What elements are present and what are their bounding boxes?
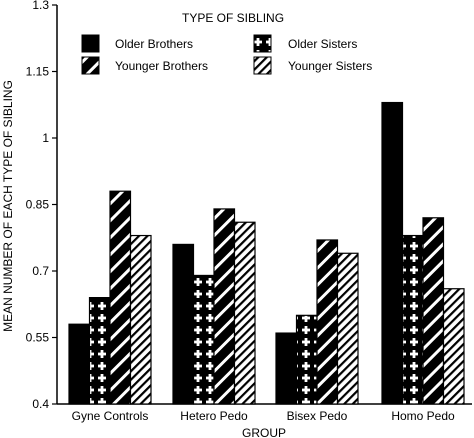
- legend: TYPE OF SIBLING Older Brothers Older Sist…: [81, 11, 372, 75]
- bar-older-brothers: [172, 243, 195, 405]
- bar-older-sisters: [88, 297, 111, 405]
- y-tick-label: 0.55: [26, 331, 50, 345]
- x-tick-label: Gyne Controls: [72, 409, 149, 423]
- bar-younger-brothers: [213, 208, 236, 405]
- legend-swatch: [253, 34, 272, 53]
- y-tick-label: 0.7: [32, 264, 49, 278]
- legend-swatch: [253, 56, 272, 75]
- x-tick-label: Hetero Pedo: [180, 409, 248, 423]
- bar-older-brothers: [68, 323, 91, 405]
- x-tick-label: Bisex Pedo: [287, 409, 348, 423]
- legend-label: Older Brothers: [115, 37, 193, 51]
- y-tick-label: 1.15: [26, 65, 50, 79]
- bar-older-sisters: [401, 234, 424, 405]
- x-axis-label: GROUP: [242, 426, 286, 438]
- bar-younger-brothers: [422, 217, 445, 405]
- y-ticks: 0.4 0.55 0.7 0.85 1 1.15 1.3: [26, 0, 57, 411]
- bar-younger-sisters: [233, 221, 256, 405]
- bar-older-sisters: [295, 314, 318, 405]
- bar-older-brothers: [275, 332, 298, 405]
- legend-label: Older Sisters: [288, 37, 357, 51]
- legend-swatch: [81, 56, 100, 75]
- bar-younger-sisters: [129, 234, 152, 405]
- x-ticks: Gyne Controls Hetero Pedo Bisex Pedo Homo P…: [72, 409, 455, 423]
- y-axis-label: MEAN NUMBER OF EACH TYPE OF SIBLING: [1, 80, 15, 332]
- bar-older-brothers: [381, 101, 404, 405]
- bar-younger-sisters: [442, 288, 465, 405]
- y-tick-label: 0.4: [32, 397, 49, 411]
- legend-swatch: [81, 34, 100, 53]
- legend-title: TYPE OF SIBLING: [182, 11, 284, 25]
- y-tick-label: 0.85: [26, 198, 50, 212]
- bar-older-sisters: [192, 274, 215, 405]
- legend-label: Younger Sisters: [288, 59, 372, 73]
- bars: [68, 101, 465, 405]
- x-tick-label: Homo Pedo: [391, 409, 455, 423]
- bar-younger-brothers: [316, 239, 339, 405]
- y-tick-label: 1: [42, 131, 49, 145]
- legend-label: Younger Brothers: [115, 59, 208, 73]
- bar-younger-brothers: [109, 190, 132, 405]
- y-tick-label: 1.3: [32, 0, 49, 12]
- bar-younger-sisters: [336, 252, 359, 405]
